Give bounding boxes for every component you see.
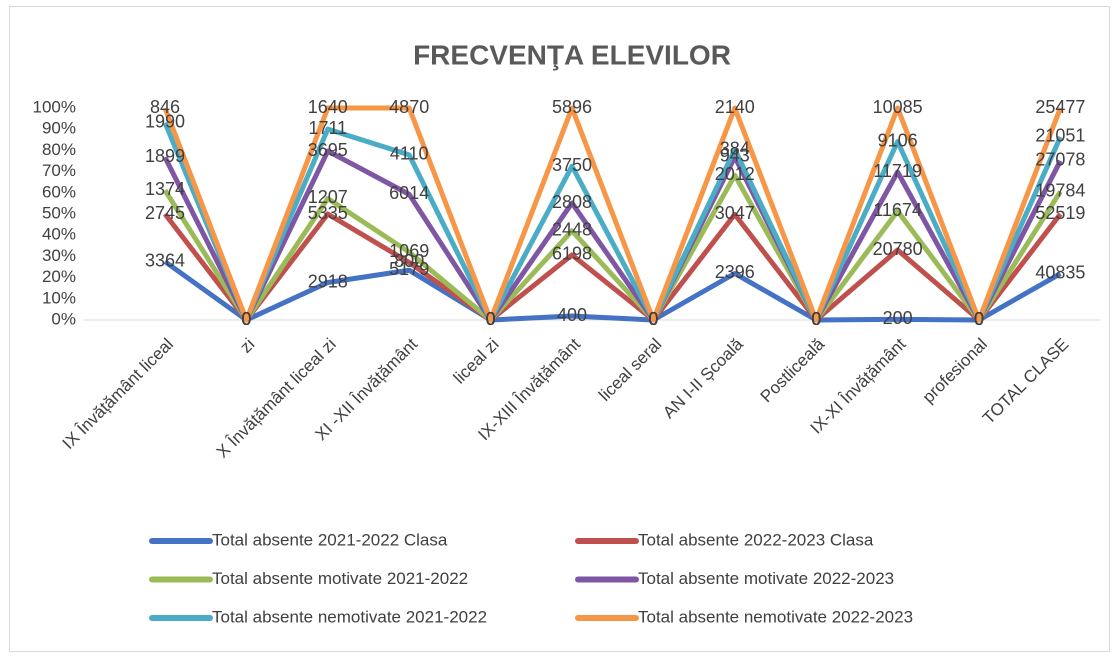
legend-label: Total absente 2021-2022 Clasa	[212, 530, 448, 549]
data-label: 52519	[1035, 203, 1085, 223]
data-label: 0	[811, 309, 821, 329]
data-label: 4110	[390, 144, 429, 164]
series-line	[162, 105, 1063, 323]
data-label: 0	[486, 309, 496, 329]
data-label: 2012	[715, 164, 755, 184]
data-label: 0	[486, 309, 496, 329]
data-label: 6198	[552, 244, 592, 264]
data-label: 0	[811, 309, 821, 329]
data-label: 1990	[145, 111, 185, 131]
data-label: 0	[241, 309, 251, 329]
legend-label: Total absente nemotivate 2021-2022	[212, 607, 487, 626]
data-label: 2918	[308, 271, 348, 291]
data-label: 1374	[145, 179, 185, 199]
data-label: 11719	[873, 161, 922, 181]
data-label: 200	[883, 308, 913, 328]
data-label: 1899	[145, 146, 185, 166]
data-label: 0	[648, 309, 658, 329]
data-label: 0	[241, 309, 251, 329]
data-label: 0	[648, 309, 658, 329]
data-label: 2140	[715, 97, 755, 117]
data-label: 40835	[1035, 262, 1085, 282]
data-label: 0	[974, 309, 984, 329]
y-tick-label: 20%	[42, 267, 76, 286]
data-label: 2745	[145, 203, 185, 223]
data-label: 0	[486, 309, 496, 329]
data-label: 0	[241, 309, 251, 329]
data-label: 5179	[389, 259, 429, 279]
series-line	[163, 211, 1063, 323]
series-line	[162, 121, 1063, 323]
data-label: 25477	[1035, 97, 1085, 117]
data-label: 1640	[308, 97, 348, 117]
data-label: 1711	[308, 118, 347, 138]
y-tick-label: 30%	[42, 246, 76, 265]
data-label: 0	[648, 309, 658, 329]
data-label: 3750	[552, 155, 592, 175]
data-label: 21051	[1035, 126, 1085, 146]
data-label: 0	[974, 309, 984, 329]
y-tick-label: 10%	[42, 288, 76, 307]
data-label: 3695	[308, 140, 348, 160]
y-tick-label: 90%	[42, 119, 76, 138]
legend-label: Total absente 2022-2023 Clasa	[638, 530, 874, 549]
data-label: 0	[241, 309, 251, 329]
series-line	[162, 172, 1063, 323]
y-tick-label: 60%	[42, 182, 76, 201]
y-tick-label: 0%	[51, 309, 76, 328]
data-label: 0	[486, 309, 496, 329]
data-label: 2396	[715, 262, 755, 282]
data-label: 0	[486, 309, 496, 329]
y-tick-label: 50%	[42, 203, 76, 222]
y-tick-label: 70%	[42, 161, 76, 180]
data-label: 800	[394, 251, 424, 271]
data-label: 0	[241, 309, 251, 329]
data-label: 1069	[389, 241, 429, 261]
data-label: 6014	[389, 183, 429, 203]
data-label: 2448	[552, 220, 592, 240]
data-label: 0	[974, 309, 984, 329]
data-label: 0	[974, 309, 984, 329]
data-label: 3047	[715, 203, 755, 223]
data-label: 0	[811, 309, 821, 329]
data-label: 0	[974, 309, 984, 329]
data-label: 943	[720, 146, 750, 166]
legend-label: Total absente motivate 2021-2022	[212, 569, 468, 588]
legend-label: Total absente motivate 2022-2023	[638, 569, 894, 588]
data-label: 10085	[873, 97, 923, 117]
data-label: 27078	[1035, 150, 1085, 170]
data-label: 0	[974, 309, 984, 329]
legend-label: Total absente nemotivate 2022-2023	[638, 607, 913, 626]
data-label: 0	[811, 309, 821, 329]
y-tick-label: 40%	[42, 225, 76, 244]
data-label: 400	[557, 305, 587, 325]
data-label: 0	[648, 309, 658, 329]
data-label: 20780	[873, 239, 923, 259]
y-tick-label: 100%	[33, 97, 76, 116]
chart-title: FRECVENŢA ELEVILOR	[413, 39, 731, 70]
data-label: 384	[720, 138, 750, 158]
data-label: 2808	[552, 192, 592, 212]
data-label: 0	[648, 309, 658, 329]
y-tick-label: 80%	[42, 140, 76, 159]
data-label: 5335	[308, 203, 348, 223]
data-label: 0	[811, 309, 821, 329]
data-label: 0	[241, 309, 251, 329]
data-label: 9106	[878, 130, 918, 150]
series-line	[163, 259, 1062, 323]
data-label: 19784	[1035, 180, 1085, 200]
data-label: 0	[648, 309, 658, 329]
data-label: 0	[811, 309, 821, 329]
data-label: 4870	[389, 97, 429, 117]
data-label: 3364	[145, 250, 185, 270]
data-label: 0	[486, 309, 496, 329]
data-label: 11674	[873, 200, 922, 220]
data-label: 5896	[552, 97, 592, 117]
series-line	[162, 148, 1063, 323]
data-label: 1207	[308, 187, 348, 207]
data-label: 846	[150, 97, 180, 117]
